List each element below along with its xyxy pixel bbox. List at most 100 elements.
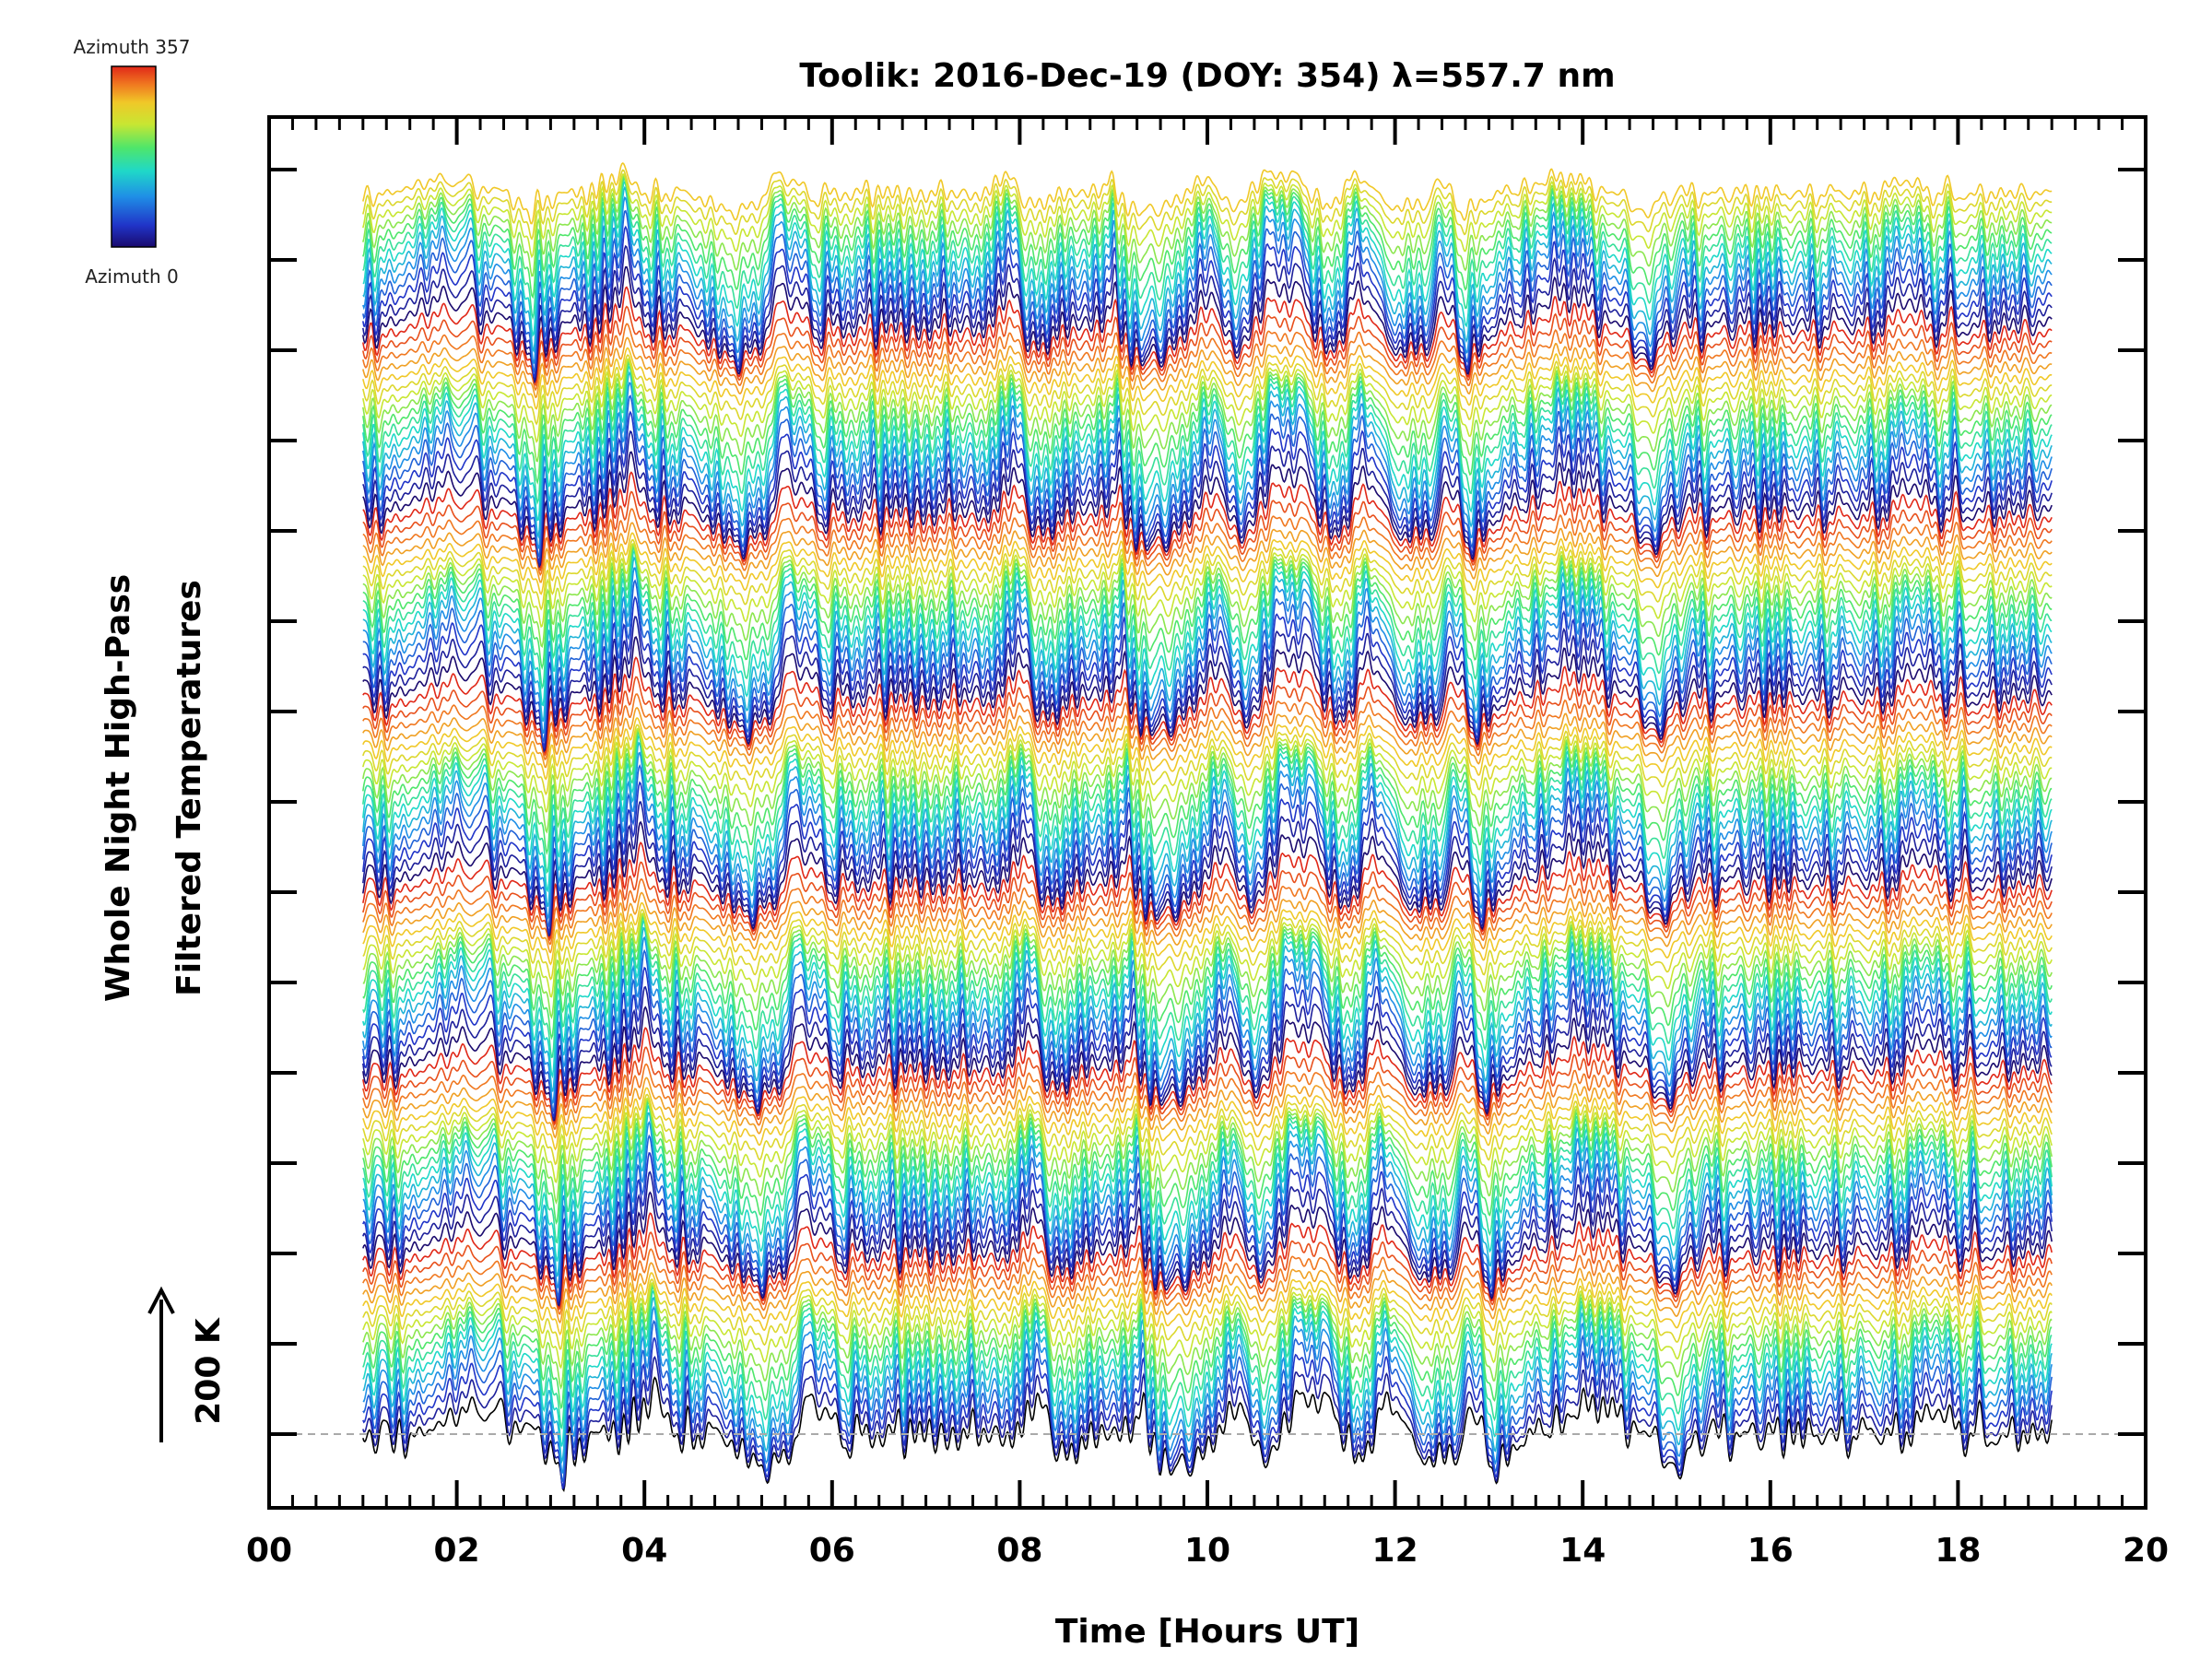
temperature-trace [362, 359, 2053, 463]
temperature-trace [362, 173, 2053, 259]
temperature-trace [362, 676, 2053, 757]
temperature-trace [362, 532, 2053, 595]
temperature-trace [362, 595, 2053, 750]
x-tick-label: 00 [246, 1532, 292, 1570]
temperature-trace [362, 730, 2053, 856]
colorbar-bottom-label: Azimuth 0 [85, 265, 179, 288]
x-tick-label: 16 [1747, 1532, 1794, 1570]
temperature-trace [362, 1286, 2053, 1430]
temperature-trace [362, 323, 2053, 392]
temperature-trace [362, 877, 2053, 946]
temperature-trace [362, 358, 2053, 443]
x-tick-label: 12 [1372, 1532, 1418, 1570]
temperature-trace [362, 1087, 2053, 1151]
temperature-trace [362, 912, 2053, 998]
temperature-trace [362, 175, 2053, 300]
x-tick-labels: 00 02 04 06 08 10 12 14 16 18 20 [246, 1532, 2169, 1570]
temperature-trace [362, 1112, 2053, 1277]
temperature-trace [362, 545, 2053, 671]
x-tick-label: 08 [996, 1532, 1042, 1570]
temperature-trace [362, 508, 2053, 577]
temperature-trace [362, 1063, 2053, 1130]
colorbar [111, 65, 157, 248]
temperature-trace [362, 161, 2053, 225]
temperature-trace [362, 265, 2053, 384]
temperature-trace [362, 616, 2053, 753]
temperature-trace [362, 490, 2053, 572]
temperature-trace [362, 1027, 2053, 1124]
temperature-trace [362, 1099, 2053, 1206]
temperature-trace [362, 1305, 2053, 1475]
temperature-trace [362, 365, 2053, 522]
temperature-trace [362, 180, 2053, 337]
temperature-trace [362, 1093, 2053, 1166]
temperature-trace [362, 1100, 2053, 1225]
temperature-trace [362, 1077, 2053, 1139]
x-tick-label: 02 [434, 1532, 480, 1570]
temperature-trace [362, 861, 2053, 942]
temperature-trace [362, 1376, 2053, 1493]
temperature-trace [362, 801, 2053, 937]
temperature-trace [362, 336, 2053, 399]
temperature-trace [362, 1046, 2053, 1126]
temperature-trace [362, 1285, 2053, 1410]
scale-bar: 200 K [147, 1286, 228, 1442]
temperature-trace [362, 1097, 2053, 1183]
x-tick-label: 14 [1559, 1532, 1606, 1570]
temperature-trace [362, 451, 2053, 569]
temperature-trace [362, 741, 2053, 907]
temperature-trace [362, 1212, 2053, 1310]
temperature-trace [362, 354, 2053, 426]
temperature-trace [362, 471, 2053, 569]
temperature-trace [362, 394, 2053, 559]
temperature-trace [362, 1134, 2053, 1300]
temperature-trace [362, 763, 2053, 928]
temperature-trace [362, 656, 2053, 754]
temperature-trace [362, 1100, 2053, 1244]
y-axis-label-line2: Filtered Temperatures [171, 580, 208, 996]
temperature-trace [362, 538, 2053, 611]
temperature-trace [362, 1248, 2053, 1315]
temperature-trace [362, 174, 2053, 277]
temperature-trace [362, 286, 2053, 383]
y-axis-label-line1: Whole Night High-Pass [100, 574, 137, 1002]
temperature-trace [362, 177, 2053, 321]
temperature-trace [362, 1319, 2053, 1482]
temperature-trace [362, 891, 2053, 954]
temperature-trace [362, 371, 2053, 539]
temperature-trace [362, 735, 2053, 893]
chart-title: Toolik: 2016-Dec-19 (DOY: 354) λ=557.7 n… [799, 57, 1615, 95]
temperature-trace [362, 1272, 2053, 1335]
temperature-trace [362, 909, 2053, 981]
x-axis-label: Time [Hours UT] [1055, 1613, 1359, 1651]
temperature-trace [362, 429, 2053, 569]
temperature-trace [362, 1121, 2053, 1289]
temperature-trace [362, 360, 2053, 485]
temperature-trace [362, 1151, 2053, 1302]
temperature-trace [362, 636, 2053, 753]
temperature-trace [362, 1262, 2053, 1324]
x-tick-label: 10 [1184, 1532, 1230, 1570]
temperature-trace [362, 522, 2053, 583]
temperature-trace [362, 244, 2053, 383]
temperature-trace [362, 1355, 2053, 1490]
temperature-trace [362, 717, 2053, 781]
colorbar-top-label: Azimuth 357 [74, 36, 191, 58]
temperature-trace [362, 549, 2053, 707]
temperature-trace [362, 724, 2053, 796]
x-tick-label: 04 [621, 1532, 667, 1570]
temperature-trace [362, 225, 2053, 379]
temperature-trace [362, 728, 2053, 834]
temperature-trace [362, 544, 2053, 649]
temperature-trace [362, 1281, 2053, 1370]
temperature-trace [362, 347, 2053, 410]
y-ticks [269, 168, 2146, 1436]
temperature-trace [362, 1231, 2053, 1312]
temperature-trace [362, 693, 2053, 761]
temperature-trace [362, 410, 2053, 564]
temperature-trace [362, 1191, 2053, 1307]
temperature-trace [362, 169, 2053, 241]
temperature-trace [362, 732, 2053, 875]
temperature-trace [362, 547, 2053, 690]
